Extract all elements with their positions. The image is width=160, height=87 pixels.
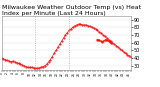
Text: Milwaukee Weather Outdoor Temp (vs) Heat Index per Minute (Last 24 Hours): Milwaukee Weather Outdoor Temp (vs) Heat… [2, 5, 141, 16]
